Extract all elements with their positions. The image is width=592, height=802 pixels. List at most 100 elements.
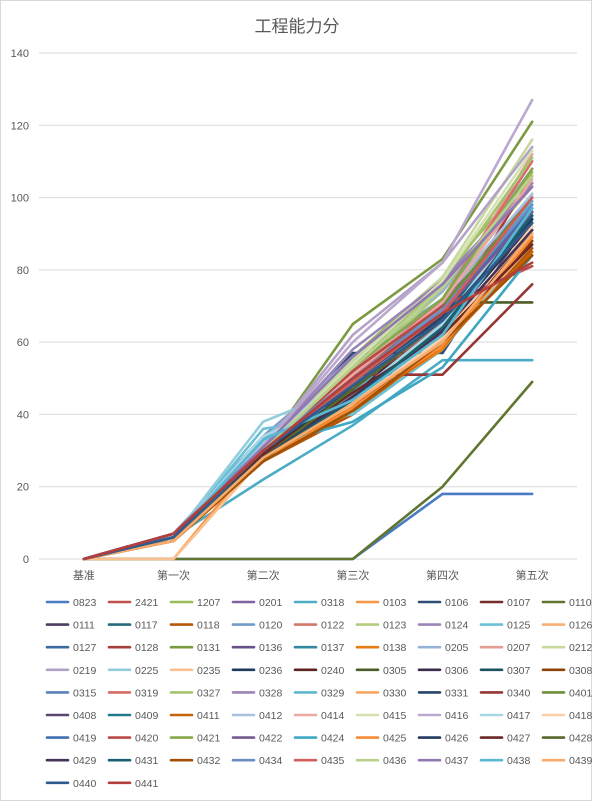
- y-axis-ticks: 0 20 40 60 80 100 120 140: [11, 48, 29, 566]
- legend-entry: 0432: [169, 755, 221, 767]
- series-line-1207: [82, 171, 534, 561]
- legend-entry: 0328: [231, 687, 283, 699]
- legend-label: 0118: [197, 620, 220, 632]
- legend-entry: 0401: [541, 687, 592, 699]
- legend-label: 0201: [259, 597, 283, 609]
- legend-entry: 0236: [231, 665, 283, 677]
- series-line-0207: [82, 152, 534, 561]
- legend-label: 0414: [321, 710, 345, 722]
- x-axis-ticks: 基准 第一次 第二次 第三次 第四次 第五次: [73, 568, 549, 582]
- legend-entry: 0431: [107, 755, 159, 767]
- legend-entry: 0429: [45, 755, 97, 767]
- x-tick-label: 第五次: [516, 568, 549, 582]
- legend-label: 0307: [507, 665, 531, 677]
- legend-entry: 0137: [293, 642, 345, 654]
- legend-entry: 0409: [107, 710, 159, 722]
- legend-label: 0126: [569, 620, 592, 632]
- legend-entry: 0207: [479, 642, 531, 654]
- legend-entry: 0235: [169, 665, 221, 677]
- y-tick-label: 140: [11, 48, 29, 60]
- legend-entry: 0420: [107, 733, 159, 745]
- legend-label: 0212: [569, 642, 592, 654]
- legend-entry: 0416: [417, 710, 469, 722]
- legend-label: 0124: [445, 620, 469, 632]
- y-tick-label: 80: [17, 265, 29, 277]
- x-tick-label: 第一次: [157, 568, 190, 582]
- legend-entry: 0318: [293, 597, 345, 609]
- legend-label: 0117: [135, 620, 158, 632]
- legend-label: 0424: [321, 733, 345, 745]
- y-tick-label: 20: [17, 482, 29, 494]
- legend-entry: 0110: [541, 597, 592, 609]
- legend-entry: 0428: [541, 733, 592, 745]
- legend-entry: 0225: [107, 665, 159, 677]
- legend-entry: 0427: [479, 733, 531, 745]
- legend-entry: 0315: [45, 687, 97, 699]
- legend-entry: 0205: [417, 642, 469, 654]
- series-line-0328: [82, 181, 534, 561]
- legend-entry: 0106: [417, 597, 469, 609]
- legend-entry: 0434: [231, 755, 283, 767]
- legend-label: 0437: [445, 755, 469, 767]
- legend-entry: 0131: [169, 642, 221, 654]
- legend-entry: 0441: [107, 778, 159, 790]
- legend-label: 0411: [197, 710, 220, 722]
- chart-title: 工程能力分: [255, 17, 340, 37]
- legend-label: 0436: [383, 755, 407, 767]
- legend-label: 0328: [259, 687, 283, 699]
- legend-label: 0431: [135, 755, 159, 767]
- legend-entry: 0418: [541, 710, 592, 722]
- legend-entry: 0319: [107, 687, 159, 699]
- x-tick-label: 第四次: [426, 568, 459, 582]
- legend-label: 0110: [569, 597, 592, 609]
- legend-label: 0340: [507, 687, 531, 699]
- legend-entry: 0201: [231, 597, 283, 609]
- legend-label: 0417: [507, 710, 531, 722]
- legend-entry: 0103: [355, 597, 407, 609]
- legend-entry: 1207: [169, 597, 221, 609]
- x-tick-label: 第二次: [247, 568, 280, 582]
- legend-entry: 0122: [293, 620, 345, 632]
- series-line-0414: [82, 178, 534, 561]
- legend-entry: 0107: [479, 597, 531, 609]
- legend-label: 0823: [73, 597, 97, 609]
- legend-label: 0408: [73, 710, 97, 722]
- legend-label: 0440: [73, 778, 97, 790]
- legend-entry: 0439: [541, 755, 592, 767]
- legend-label: 2421: [135, 597, 159, 609]
- legend-label: 0123: [383, 620, 407, 632]
- series-line-0120: [82, 181, 534, 561]
- legend-label: 0419: [73, 733, 97, 745]
- legend-entry: 0219: [45, 665, 97, 677]
- legend-label: 0306: [445, 665, 469, 677]
- legend-label: 0205: [445, 642, 469, 654]
- legend-entry: 0307: [479, 665, 531, 677]
- legend-label: 0107: [507, 597, 531, 609]
- legend-label: 0125: [507, 620, 531, 632]
- legend-entry: 0136: [231, 642, 283, 654]
- legend-label: 0422: [259, 733, 283, 745]
- legend-entry: 0419: [45, 733, 97, 745]
- legend-entry: 0823: [45, 597, 97, 609]
- legend-label: 0225: [135, 665, 159, 677]
- legend-label: 0434: [259, 755, 283, 767]
- legend-label: 0409: [135, 710, 159, 722]
- legend-entry: 0138: [355, 642, 407, 654]
- legend-label: 0219: [73, 665, 97, 677]
- legend-label: 0106: [445, 597, 469, 609]
- legend-entry: 0212: [541, 642, 592, 654]
- legend-entry: 0128: [107, 642, 159, 654]
- legend-entry: 0124: [417, 620, 469, 632]
- legend-entry: 2421: [107, 597, 159, 609]
- legend-label: 0330: [383, 687, 407, 699]
- legend-entry: 0331: [417, 687, 469, 699]
- legend-label: 0435: [321, 755, 345, 767]
- legend-label: 0137: [321, 642, 345, 654]
- legend-entry: 0123: [355, 620, 407, 632]
- legend-label: 0319: [135, 687, 159, 699]
- y-tick-label: 120: [11, 120, 29, 132]
- legend-label: 0305: [383, 665, 407, 677]
- legend-label: 0439: [569, 755, 592, 767]
